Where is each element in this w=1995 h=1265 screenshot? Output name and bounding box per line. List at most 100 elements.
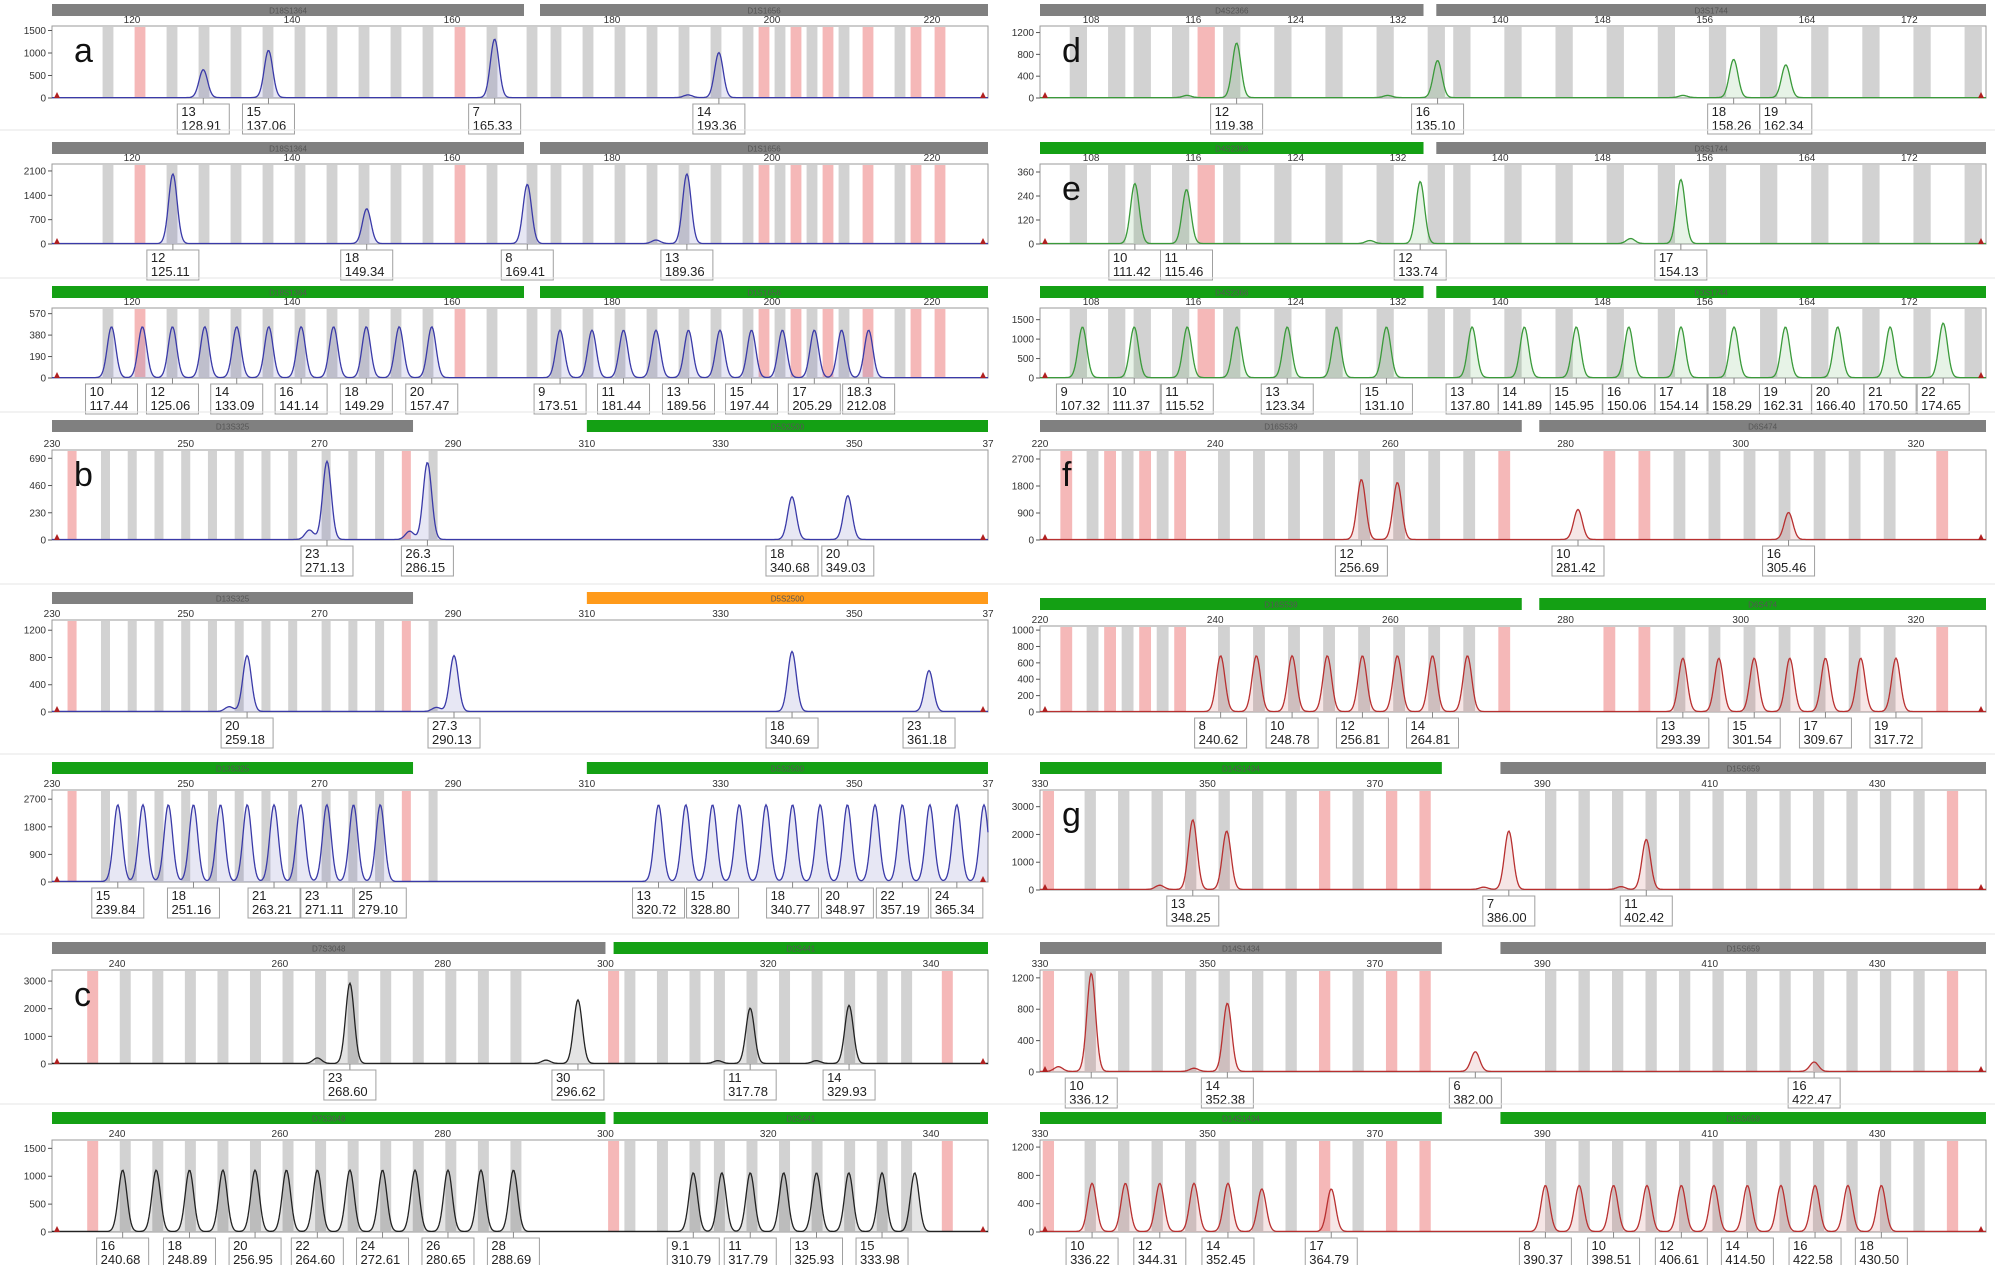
allele-call-box[interactable] [356,1237,410,1265]
allele-call-box[interactable] [597,383,651,415]
allele-call-box[interactable] [1759,103,1813,135]
marker-bar[interactable] [52,286,524,298]
marker-bar[interactable] [1040,942,1442,954]
allele-call-box[interactable] [1654,1237,1708,1265]
allele-call-box[interactable] [1863,383,1917,415]
allele-call-box[interactable] [821,545,875,577]
allele-call-box[interactable] [340,249,394,281]
allele-call-box[interactable] [247,887,301,919]
marker-bar[interactable] [52,592,414,604]
allele-call-box[interactable] [1201,1237,1255,1265]
marker-bar[interactable] [1040,598,1522,610]
allele-call-box[interactable] [1445,383,1499,415]
allele-call-box[interactable] [1133,1237,1187,1265]
allele-call-box[interactable] [661,383,715,415]
allele-call-box[interactable] [176,103,230,135]
allele-call-box[interactable] [274,383,328,415]
allele-call-box[interactable] [96,1237,150,1265]
allele-call-box[interactable] [660,249,714,281]
allele-call-box[interactable] [842,383,896,415]
marker-bar[interactable] [613,1112,988,1124]
marker-bar[interactable] [52,1112,606,1124]
allele-call-box[interactable] [1334,545,1388,577]
allele-call-box[interactable] [339,383,393,415]
allele-call-box[interactable] [1065,1237,1119,1265]
allele-call-box[interactable] [1788,1237,1842,1265]
allele-call-box[interactable] [1160,249,1214,281]
allele-call-box[interactable] [902,717,956,749]
allele-call-box[interactable] [405,383,459,415]
allele-call-box[interactable] [822,1069,876,1101]
marker-bar[interactable] [540,142,988,154]
allele-call-box[interactable] [210,383,264,415]
marker-bar[interactable] [1539,420,1986,432]
marker-bar[interactable] [1040,762,1442,774]
allele-call-box[interactable] [166,887,220,919]
allele-call-box[interactable] [146,249,200,281]
allele-call-box[interactable] [1798,717,1852,749]
allele-call-box[interactable] [1916,383,1970,415]
allele-call-box[interactable] [427,717,481,749]
allele-call-box[interactable] [1304,1237,1358,1265]
marker-bar[interactable] [613,942,988,954]
allele-call-box[interactable] [1393,249,1447,281]
allele-call-box[interactable] [1200,1077,1254,1109]
allele-call-box[interactable] [855,1237,909,1265]
allele-call-box[interactable] [300,545,354,577]
allele-call-box[interactable] [85,383,139,415]
marker-bar[interactable] [52,942,606,954]
allele-call-box[interactable] [353,887,407,919]
marker-bar[interactable] [1040,4,1424,16]
allele-call-box[interactable] [1406,717,1460,749]
allele-call-box[interactable] [228,1237,282,1265]
allele-call-box[interactable] [686,887,740,919]
allele-call-box[interactable] [91,887,145,919]
allele-call-box[interactable] [1654,383,1708,415]
allele-call-box[interactable] [723,1237,777,1265]
allele-call-box[interactable] [1265,717,1319,749]
allele-call-box[interactable] [1210,103,1264,135]
allele-call-box[interactable] [790,1237,844,1265]
allele-call-box[interactable] [1194,717,1248,749]
allele-call-box[interactable] [1108,249,1162,281]
allele-call-box[interactable] [1359,383,1413,415]
marker-bar[interactable] [1500,762,1986,774]
allele-call-box[interactable] [1260,383,1314,415]
marker-bar[interactable] [52,420,414,432]
marker-bar[interactable] [52,142,524,154]
allele-call-box[interactable] [725,383,779,415]
allele-call-box[interactable] [1482,895,1536,927]
allele-call-box[interactable] [500,249,554,281]
allele-call-box[interactable] [1602,383,1656,415]
allele-call-box[interactable] [1619,895,1673,927]
allele-call-box[interactable] [1656,717,1710,749]
allele-call-box[interactable] [551,1069,605,1101]
allele-call-box[interactable] [486,1237,540,1265]
marker-bar[interactable] [1500,942,1986,954]
allele-call-box[interactable] [765,545,819,577]
allele-call-box[interactable] [1720,1237,1774,1265]
marker-bar[interactable] [1539,598,1986,610]
allele-call-box[interactable] [421,1237,475,1265]
marker-bar[interactable] [1040,286,1424,298]
marker-bar[interactable] [586,762,988,774]
allele-call-box[interactable] [1762,545,1816,577]
allele-call-box[interactable] [290,1237,344,1265]
allele-call-box[interactable] [1551,545,1605,577]
allele-call-box[interactable] [723,1069,777,1101]
allele-call-box[interactable] [930,887,984,919]
allele-call-box[interactable] [632,887,686,919]
allele-call-box[interactable] [1549,383,1603,415]
marker-bar[interactable] [52,762,414,774]
marker-bar[interactable] [1436,142,1986,154]
allele-call-box[interactable] [1166,895,1220,927]
marker-bar[interactable] [1040,142,1424,154]
allele-call-box[interactable] [1335,717,1389,749]
marker-bar[interactable] [52,4,524,16]
allele-call-box[interactable] [400,545,454,577]
allele-call-box[interactable] [1064,1077,1118,1109]
allele-call-box[interactable] [1587,1237,1641,1265]
marker-bar[interactable] [586,420,988,432]
allele-call-box[interactable] [162,1237,216,1265]
marker-bar[interactable] [540,4,988,16]
